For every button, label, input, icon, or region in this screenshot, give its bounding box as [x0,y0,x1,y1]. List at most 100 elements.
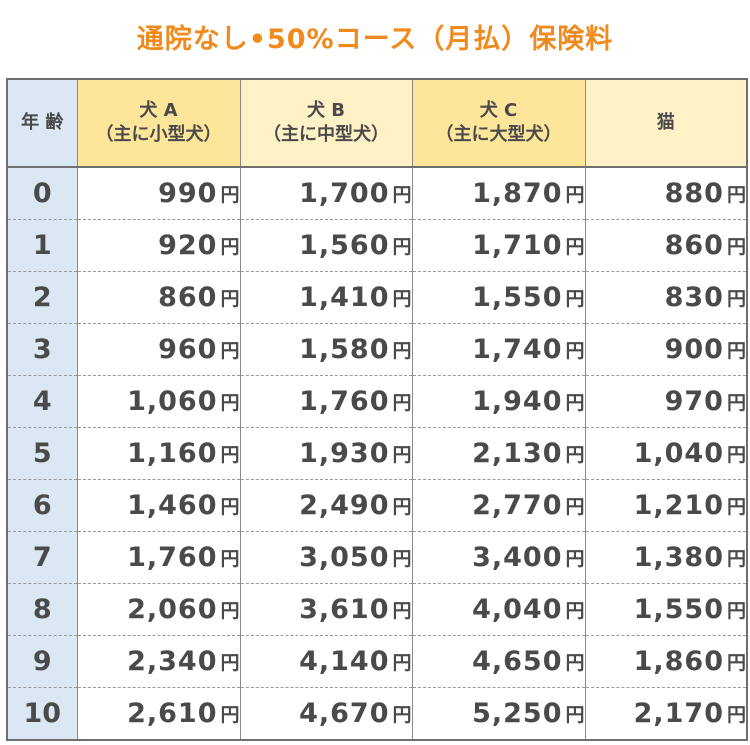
cat-price-value: 900 [664,334,724,365]
yen-unit: 円 [565,236,585,258]
age-cell: 9 [6,635,78,688]
dog-c-price-cell: 4,650 円 [411,635,586,688]
yen-unit: 円 [392,496,412,518]
table-body: 0 990 円 1,700 円 1,870 円 880 円 1 920 円 1,560 円 1,710 円 86… [6,166,748,740]
dog-c-price-value: 1,710 [472,230,563,261]
header-dog-b-name: 犬 B [307,100,345,121]
yen-unit: 円 [220,444,240,466]
age-cell: 0 [6,166,78,220]
yen-unit: 円 [726,600,746,622]
header-row: 年 齢 犬 A （主に小型犬） 犬 B （主に中型犬） 犬 C （主に大型犬） … [6,79,748,168]
yen-unit: 円 [392,444,412,466]
yen-unit: 円 [392,652,412,674]
header-cat: 猫 [584,79,748,168]
yen-unit: 円 [726,236,746,258]
age-cell: 6 [6,479,78,532]
dog-a-price-cell: 920 円 [76,219,241,272]
table-row: 8 2,060 円 3,610 円 4,040 円 1,550 円 [6,583,748,636]
dog-b-price-cell: 1,580 円 [239,323,413,376]
yen-unit: 円 [726,184,746,206]
age-cell: 1 [6,219,78,272]
dog-c-price-cell: 1,710 円 [411,219,586,272]
header-dog-a-note: （主に小型犬） [95,124,222,145]
dog-b-price-cell: 1,760 円 [239,375,413,428]
yen-unit: 円 [726,444,746,466]
yen-unit: 円 [565,652,585,674]
dog-a-price-value: 1,460 [127,490,218,521]
cat-price-cell: 880 円 [584,166,748,220]
yen-unit: 円 [565,288,585,310]
cat-price-cell: 860 円 [584,219,748,272]
dog-b-price-cell: 3,610 円 [239,583,413,636]
yen-unit: 円 [220,548,240,570]
dog-b-price-cell: 4,670 円 [239,687,413,740]
dog-c-price-value: 4,650 [472,646,563,677]
dog-a-price-value: 2,060 [127,594,218,625]
yen-unit: 円 [220,392,240,414]
dog-a-price-value: 2,610 [127,698,218,729]
cat-price-value: 1,380 [633,542,724,573]
dog-b-price-cell: 4,140 円 [239,635,413,688]
dog-b-price-value: 2,490 [299,490,390,521]
yen-unit: 円 [220,184,240,206]
dog-a-price-cell: 1,760 円 [76,531,241,584]
header-dog-b-note: （主に中型犬） [263,124,389,145]
cat-price-value: 860 [664,230,724,261]
yen-unit: 円 [726,288,746,310]
cat-price-value: 2,170 [633,698,724,729]
yen-unit: 円 [565,184,585,206]
cat-price-value: 1,860 [633,646,724,677]
dog-c-price-value: 1,550 [472,282,563,313]
yen-unit: 円 [726,704,746,726]
yen-unit: 円 [392,184,412,206]
dog-b-price-value: 1,930 [299,438,390,469]
yen-unit: 円 [392,236,412,258]
dog-c-price-cell: 4,040 円 [411,583,586,636]
header-dog-c-note: （主に大型犬） [435,124,562,145]
age-cell: 8 [6,583,78,636]
dog-b-price-value: 1,580 [299,334,390,365]
cat-price-cell: 900 円 [584,323,748,376]
yen-unit: 円 [392,340,412,362]
dog-a-price-cell: 1,160 円 [76,427,241,480]
dog-a-price-cell: 860 円 [76,271,241,324]
page-title: 通院なし•50%コース（月払）保険料 [136,24,614,55]
dog-b-price-cell: 1,560 円 [239,219,413,272]
age-cell: 4 [6,375,78,428]
yen-unit: 円 [392,600,412,622]
header-age: 年 齢 [6,79,78,168]
dog-b-price-value: 4,670 [299,698,390,729]
premium-table: 年 齢 犬 A （主に小型犬） 犬 B （主に中型犬） 犬 C （主に大型犬） … [6,78,748,741]
yen-unit: 円 [220,600,240,622]
yen-unit: 円 [726,340,746,362]
dog-b-price-cell: 1,700 円 [239,166,413,220]
age-cell: 10 [6,687,78,740]
dog-a-price-value: 860 [158,282,218,313]
dog-a-price-cell: 1,460 円 [76,479,241,532]
dog-c-price-value: 1,940 [472,386,563,417]
dog-c-price-cell: 1,940 円 [411,375,586,428]
dog-a-price-value: 990 [158,178,218,209]
dog-c-price-cell: 2,770 円 [411,479,586,532]
header-dog-c: 犬 C （主に大型犬） [411,79,586,168]
table-row: 2 860 円 1,410 円 1,550 円 830 円 [6,271,748,324]
dog-b-price-value: 3,050 [299,542,390,573]
table-row: 4 1,060 円 1,760 円 1,940 円 970 円 [6,375,748,428]
table-row: 7 1,760 円 3,050 円 3,400 円 1,380 円 [6,531,748,584]
table-row: 1 920 円 1,560 円 1,710 円 860 円 [6,219,748,272]
age-cell: 3 [6,323,78,376]
dog-c-price-cell: 3,400 円 [411,531,586,584]
yen-unit: 円 [565,392,585,414]
yen-unit: 円 [726,548,746,570]
dog-a-price-cell: 2,060 円 [76,583,241,636]
cat-price-cell: 2,170 円 [584,687,748,740]
cat-price-cell: 1,210 円 [584,479,748,532]
dog-c-price-value: 4,040 [472,594,563,625]
yen-unit: 円 [220,496,240,518]
dog-c-price-cell: 1,740 円 [411,323,586,376]
yen-unit: 円 [392,288,412,310]
yen-unit: 円 [220,652,240,674]
dog-a-price-value: 1,160 [127,438,218,469]
dog-b-price-value: 4,140 [299,646,390,677]
dog-b-price-value: 1,410 [299,282,390,313]
